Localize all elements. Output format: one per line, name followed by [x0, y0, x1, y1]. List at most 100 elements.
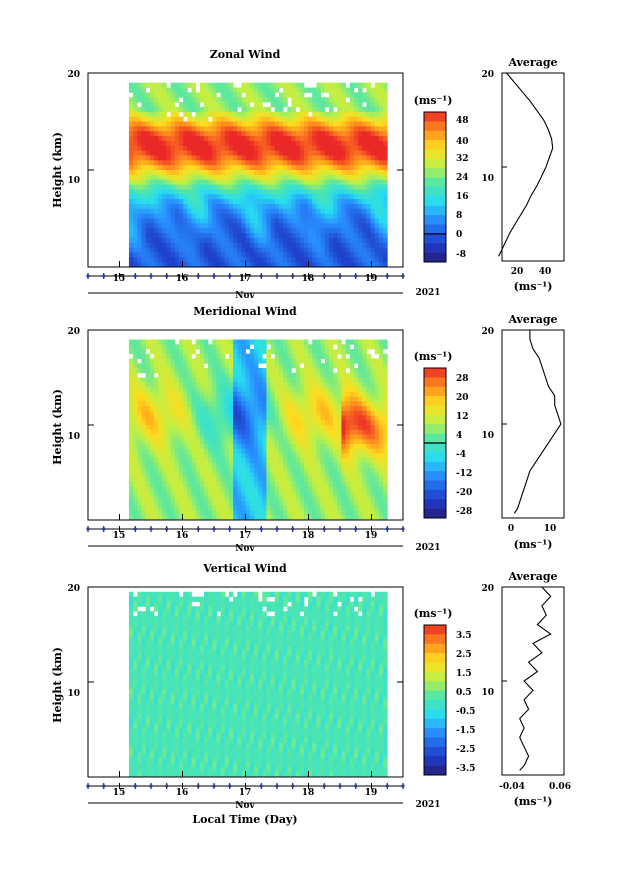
- heatmap-cell: [137, 454, 142, 459]
- heatmap-cell: [166, 238, 171, 243]
- heatmap-cell: [296, 349, 301, 354]
- colorbar-swatch: [424, 243, 446, 253]
- heatmap-cell: [162, 444, 167, 449]
- heatmap-cell: [333, 155, 338, 160]
- heatmap-cell: [254, 487, 259, 492]
- heatmap-cell: [354, 506, 359, 511]
- heatmap-cell: [266, 136, 271, 141]
- heatmap-cell: [175, 449, 180, 454]
- heatmap-cell: [350, 97, 355, 102]
- heatmap-cell: [283, 122, 288, 127]
- heatmap-cell: [191, 430, 196, 435]
- heatmap-cell: [254, 141, 259, 146]
- heatmap-cell: [141, 340, 146, 345]
- heatmap-cell: [371, 468, 376, 473]
- heatmap-cell: [362, 97, 367, 102]
- heatmap-cell: [346, 194, 351, 199]
- heatmap-cell: [312, 175, 317, 180]
- heatmap-cell: [366, 344, 371, 349]
- heatmap-cell: [312, 387, 317, 392]
- heatmap-cell: [191, 146, 196, 151]
- heatmap-cell: [358, 238, 363, 243]
- heatmap-cell: [296, 501, 301, 506]
- heatmap-cell: [183, 194, 188, 199]
- heatmap-cell: [208, 219, 213, 224]
- heatmap-cell: [129, 126, 134, 131]
- heatmap-cell: [129, 248, 134, 253]
- heatmap-cell: [166, 425, 171, 430]
- heatmap-cell: [141, 214, 146, 219]
- heatmap-cell: [312, 382, 317, 387]
- heatmap-cell: [358, 454, 363, 459]
- heatmap-cell: [283, 416, 288, 421]
- heatmap-cell: [216, 511, 221, 516]
- heatmap-cell: [166, 439, 171, 444]
- heatmap-cell: [166, 477, 171, 482]
- heatmap-cell: [271, 506, 276, 511]
- heatmap-cell: [208, 151, 213, 156]
- heatmap-cell: [358, 146, 363, 151]
- heatmap-cell: [266, 416, 271, 421]
- heatmap-cell: [133, 477, 138, 482]
- heatmap-cell: [321, 430, 326, 435]
- heatmap-cell: [196, 204, 201, 209]
- heatmap-cell: [366, 102, 371, 107]
- heatmap-cell: [171, 117, 176, 122]
- heatmap-cell: [300, 373, 305, 378]
- heatmap-cell: [341, 189, 346, 194]
- heatmap-cell: [196, 444, 201, 449]
- heatmap-cell: [321, 136, 326, 141]
- heatmap-cell: [216, 354, 221, 359]
- heatmap-cell: [341, 378, 346, 383]
- heatmap-cell: [383, 209, 388, 214]
- heatmap-cell: [325, 511, 330, 516]
- heatmap-cell: [196, 160, 201, 165]
- heatmap-cell: [179, 368, 184, 373]
- heatmap-cell: [183, 243, 188, 248]
- heatmap-cell: [225, 454, 230, 459]
- heatmap-cell: [366, 368, 371, 373]
- heatmap-cell: [350, 416, 355, 421]
- heatmap-cell: [187, 382, 192, 387]
- heatmap-cell: [308, 102, 313, 107]
- heatmap-cell: [158, 340, 163, 345]
- heatmap-cell: [287, 401, 292, 406]
- heatmap-cell: [154, 185, 159, 190]
- heatmap-cell: [229, 501, 234, 506]
- heatmap-cell: [171, 214, 176, 219]
- heatmap-cell: [162, 340, 167, 345]
- heatmap-cell: [233, 463, 238, 468]
- heatmap-cell: [254, 204, 259, 209]
- heatmap-cell: [337, 155, 342, 160]
- heatmap-cell: [296, 444, 301, 449]
- heatmap-cell: [150, 209, 155, 214]
- heatmap-cell: [183, 180, 188, 185]
- heatmap-cell: [162, 97, 167, 102]
- heatmap-cell: [287, 449, 292, 454]
- heatmap-cell: [383, 243, 388, 248]
- heatmap-cell: [300, 102, 305, 107]
- heatmap-cell: [191, 170, 196, 175]
- heatmap-cell: [129, 122, 134, 127]
- heatmap-cell: [362, 107, 367, 112]
- heatmap-cell: [212, 257, 217, 262]
- heatmap-cell: [133, 194, 138, 199]
- heatmap-cell: [362, 117, 367, 122]
- heatmap-cell: [166, 368, 171, 373]
- heatmap-cell: [129, 141, 134, 146]
- heatmap-cell: [204, 487, 209, 492]
- heatmap-cell: [200, 223, 205, 228]
- heatmap-cell: [154, 458, 159, 463]
- heatmap-cell: [133, 368, 138, 373]
- heatmap-cell: [146, 252, 151, 257]
- heatmap-cell: [221, 126, 226, 131]
- heatmap-cell: [379, 189, 384, 194]
- heatmap-cell: [312, 122, 317, 127]
- heatmap-cell: [187, 223, 192, 228]
- heatmap-cell: [208, 83, 213, 88]
- heatmap-cell: [171, 439, 176, 444]
- heatmap-cell: [308, 506, 313, 511]
- heatmap-cell: [171, 97, 176, 102]
- heatmap-cell: [233, 473, 238, 478]
- heatmap-cell: [154, 425, 159, 430]
